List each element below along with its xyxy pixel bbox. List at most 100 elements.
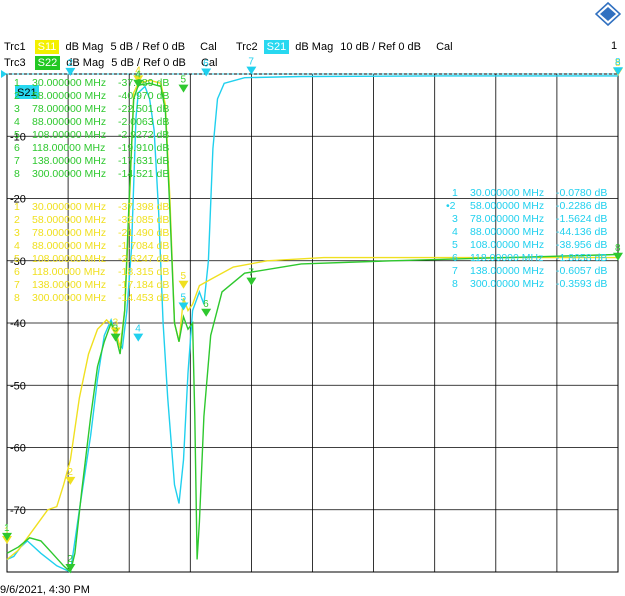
trace2-name: Trc2 — [236, 41, 258, 53]
marker-table-freq: 88.000000 MHz — [32, 116, 106, 128]
trace1-cal: Cal — [200, 41, 217, 53]
marker-table-freq: 58.000000 MHz — [32, 214, 106, 226]
marker-s21-2[interactable] — [65, 67, 76, 76]
trace2-param-badge[interactable]: S21 — [263, 40, 290, 54]
marker-label: 6 — [203, 58, 209, 69]
marker-table-freq: 138.00000 MHz — [470, 265, 544, 277]
marker-s21-7[interactable] — [246, 66, 257, 75]
marker-table-value: -19.910 dB — [118, 142, 169, 154]
marker-table-freq: 300.00000 MHz — [32, 292, 106, 304]
marker-table-value: -1.8058 dB — [556, 252, 607, 264]
marker-table-num: 7 — [452, 265, 458, 277]
marker-label: 5 — [181, 293, 187, 304]
marker-table-num: 6 — [452, 252, 458, 264]
trace2-cal: Cal — [436, 41, 453, 53]
marker-table-num: 3 — [452, 213, 458, 225]
marker-table-freq: 108.00000 MHz — [32, 129, 106, 141]
scale-tag-bg — [15, 85, 39, 99]
marker-s22-3[interactable] — [110, 333, 121, 342]
marker-table-num: 3 — [14, 103, 20, 115]
marker-table-num: 2 — [14, 214, 20, 226]
marker-label: 2 — [67, 467, 73, 478]
marker-table-value: -38.956 dB — [556, 239, 607, 251]
marker-table-value: -17.631 dB — [118, 155, 169, 167]
marker-table-freq: 58.000000 MHz — [32, 90, 106, 102]
marker-table-value: -22.501 dB — [118, 103, 169, 115]
trace1-header[interactable]: Trc1 S11 dB Mag 5 dB / Ref 0 dB Cal — [4, 40, 217, 54]
marker-s22-4[interactable] — [133, 79, 144, 88]
trace3-param-badge[interactable]: S22 — [34, 56, 61, 70]
marker-s22-7[interactable] — [246, 277, 257, 286]
marker-table-num: 6 — [14, 266, 20, 278]
marker-table-num: 4 — [14, 116, 20, 128]
marker-table-num: 4 — [14, 240, 20, 252]
marker-label: 4 — [135, 70, 141, 81]
marker-table-freq: 78.000000 MHz — [32, 227, 106, 239]
marker-s21-8[interactable] — [613, 67, 623, 76]
marker-table-value: -37.989 dB — [118, 77, 169, 89]
marker-table-num: 6 — [14, 142, 20, 154]
marker-table-freq: 118.00000 MHz — [470, 252, 543, 264]
marker-table-value: -2.9272 dB — [118, 129, 169, 141]
marker-label: 4 — [135, 65, 141, 76]
marker-label: 1 — [4, 523, 10, 534]
trace3-scale: 5 dB / — [111, 57, 141, 69]
rohde-schwarz-logo-icon — [595, 2, 621, 26]
marker-table-freq: 88.000000 MHz — [470, 226, 544, 238]
trace1-name: Trc1 — [4, 41, 26, 53]
trace2-header[interactable]: Trc2 S21 dB Mag 10 dB / Ref 0 dB Cal — [236, 40, 453, 54]
marker-s22-6[interactable] — [201, 308, 212, 317]
marker-table-freq: 108.00000 MHz — [32, 253, 106, 265]
marker-table-value: -14.453 dB — [118, 292, 169, 304]
marker-table-num: 7 — [14, 155, 20, 167]
marker-table-num: 8 — [14, 168, 20, 180]
marker-table-freq: 88.000000 MHz — [32, 240, 106, 252]
marker-s22-8[interactable] — [613, 252, 623, 261]
marker-label: 5 — [181, 75, 187, 86]
marker-table-freq: 138.00000 MHz — [32, 279, 106, 291]
marker-label: 1 — [4, 526, 10, 537]
marker-s11-3[interactable] — [110, 327, 121, 336]
marker-label: 8 — [615, 57, 621, 68]
marker-label: 3 — [113, 324, 119, 335]
marker-table-freq: 300.00000 MHz — [470, 278, 544, 290]
trace3-format: dB Mag — [66, 57, 105, 69]
marker-table-freq: 30.000000 MHz — [470, 187, 544, 199]
marker-s21-6[interactable] — [201, 68, 212, 77]
marker-s22-1[interactable] — [2, 532, 12, 541]
trace1-ref: Ref 0 dB — [142, 41, 186, 53]
marker-table-num: 8 — [14, 292, 20, 304]
marker-s11-4[interactable] — [133, 75, 144, 84]
marker-label: 3 — [113, 317, 119, 328]
marker-s22-5[interactable] — [178, 84, 189, 93]
marker-s22-2[interactable] — [65, 564, 76, 572]
trace2-format: dB Mag — [295, 41, 334, 53]
marker-table-value: -0.6057 dB — [556, 265, 607, 277]
marker-table-value: -0.3593 dB — [556, 278, 607, 290]
trace2-scale: 10 dB / — [340, 41, 376, 53]
marker-s11-2[interactable] — [65, 476, 76, 485]
trace-s21[interactable] — [6, 75, 618, 574]
marker-label: 8 — [615, 58, 621, 69]
marker-table-value: -0.0780 dB — [556, 187, 607, 199]
scale-tag-label: S21 — [17, 87, 37, 99]
marker-s21-5[interactable] — [178, 302, 189, 311]
trace3-ref: Ref 0 dB — [143, 57, 186, 69]
marker-table-value: -21.490 dB — [118, 227, 169, 239]
marker-table-num: 8 — [452, 278, 458, 290]
marker-s21-4[interactable] — [133, 333, 144, 342]
trace3-header[interactable]: Trc3 S22 dB Mag 5 dB / Ref 0 dB Cal — [4, 56, 217, 70]
marker-table-num: 5 — [14, 129, 20, 141]
trace1-param-badge[interactable]: S11 — [34, 40, 60, 54]
y-tick-label: -10 — [10, 131, 26, 143]
marker-table-freq: 58.000000 MHz — [470, 200, 544, 212]
y-tick-label: -40 — [10, 318, 26, 330]
marker-label: 2 — [67, 554, 73, 565]
marker-table-value: -44.136 dB — [556, 226, 607, 238]
marker-s11-5[interactable] — [178, 280, 189, 289]
marker-table-num: 5 — [14, 253, 20, 265]
trace-s11[interactable] — [6, 79, 618, 561]
trace2-ref: Ref 0 dB — [378, 41, 422, 53]
marker-table-num: 1 — [14, 77, 20, 89]
